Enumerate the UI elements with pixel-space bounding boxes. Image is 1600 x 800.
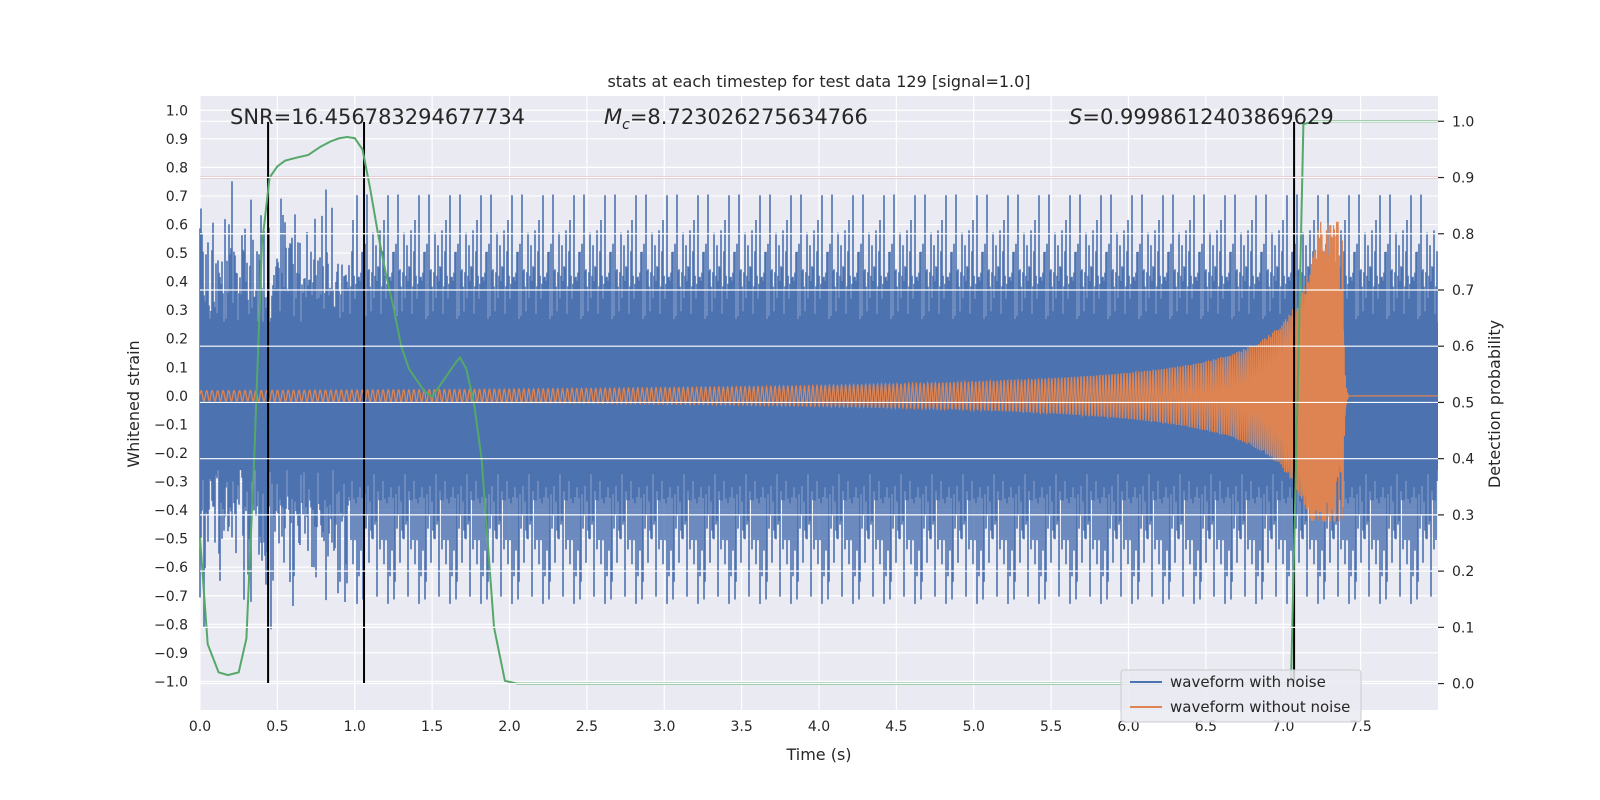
score-value: =0.9998612403869629: [1082, 105, 1333, 129]
y-tick-label: −0.2: [154, 446, 188, 462]
chirp-mass-value: =8.723026275634766: [630, 105, 868, 129]
x-tick-label: 4.0: [808, 719, 830, 735]
legend-label-clean: waveform without noise: [1170, 698, 1350, 716]
x-tick-label: 0.0: [189, 719, 211, 735]
y-tick-label: −0.5: [154, 532, 188, 548]
y-tick-label: 0.1: [166, 360, 188, 376]
x-tick-label: 5.5: [1040, 719, 1062, 735]
right-axis-ticks: 1.0 0.9 0.8 0.7 0.6 0.5 0.4 0.3 0.2 0.1 0.0: [1438, 114, 1474, 693]
y-tick-label: −0.9: [154, 646, 188, 662]
y-tick-label: 0.6: [166, 218, 188, 234]
y-tick-label: 0.2: [166, 332, 188, 348]
score-annotation: S=0.9998612403869629: [1069, 105, 1334, 129]
right-tick-label: 0.0: [1452, 677, 1474, 693]
chirp-mass-symbol: M: [604, 105, 622, 129]
x-tick-label: 6.5: [1195, 719, 1217, 735]
y-tick-label: −0.6: [154, 560, 188, 576]
chart-title: stats at each timestep for test data 129…: [607, 72, 1030, 91]
x-tick-label: 4.5: [885, 719, 907, 735]
legend-box: [1120, 669, 1362, 723]
snr-annotation: SNR=16.456783294677734: [230, 105, 525, 129]
right-tick-label: 0.1: [1452, 620, 1474, 636]
x-tick-label: 5.0: [963, 719, 985, 735]
right-axis-label: Detection probability: [1485, 320, 1504, 488]
right-tick-label: 0.3: [1452, 508, 1474, 524]
y-tick-label: 0.9: [166, 132, 188, 148]
chirp-mass-annotation: Mc=8.723026275634766: [604, 105, 868, 133]
y-tick-label: −0.4: [154, 503, 188, 519]
x-axis-label: Time (s): [785, 745, 851, 764]
right-tick-label: 0.5: [1452, 395, 1474, 411]
x-tick-label: 2.0: [498, 719, 520, 735]
y-tick-label: 1.0: [166, 103, 188, 119]
y-tick-label: 0.7: [166, 189, 188, 205]
right-tick-label: 0.4: [1452, 452, 1474, 468]
right-tick-label: 1.0: [1452, 114, 1474, 130]
y-tick-label: −0.1: [154, 417, 188, 433]
secondary-gridlines: [200, 120, 1438, 685]
right-tick-label: 0.6: [1452, 339, 1474, 355]
y-tick-label: −0.8: [154, 617, 188, 633]
x-tick-label: 7.0: [1272, 719, 1294, 735]
y-tick-label: 0.8: [166, 160, 188, 176]
x-tick-label: 3.0: [653, 719, 675, 735]
y-tick-label: 0.4: [166, 275, 188, 291]
chirp-mass-subscript: c: [622, 117, 630, 133]
x-tick-label: 1.0: [344, 719, 366, 735]
legend: waveform with noise waveform without noi…: [1120, 669, 1362, 723]
y-tick-label: 0.0: [166, 389, 188, 405]
x-tick-label: 2.5: [576, 719, 598, 735]
y-tick-label: 0.3: [166, 303, 188, 319]
x-axis-ticks: 0.0 0.5 1.0 1.5 2.0 2.5 3.0 3.5 4.0 4.5 5.0 5.5 6.0 6…: [189, 719, 1372, 735]
score-symbol: S: [1069, 105, 1082, 129]
right-tick-label: 0.2: [1452, 564, 1474, 580]
x-tick-label: 7.5: [1349, 719, 1371, 735]
y-tick-label: −1.0: [154, 674, 188, 690]
x-tick-label: 1.5: [421, 719, 443, 735]
legend-label-noise: waveform with noise: [1170, 673, 1326, 691]
y-tick-label: 0.5: [166, 246, 188, 262]
right-tick-label: 0.9: [1452, 171, 1474, 187]
right-tick-label: 0.7: [1452, 283, 1474, 299]
y-tick-label: −0.7: [154, 589, 188, 605]
right-tick-label: 0.8: [1452, 227, 1474, 243]
y-axis-label: Whitened strain: [124, 340, 143, 467]
y-tick-label: −0.3: [154, 475, 188, 491]
x-tick-label: 0.5: [266, 719, 288, 735]
x-tick-label: 3.5: [730, 719, 752, 735]
x-tick-label: 6.0: [1117, 719, 1139, 735]
y-axis-ticks: 1.0 0.9 0.8 0.7 0.6 0.5 0.4 0.3 0.2 0.1 0.0 −0.1 −0.…: [154, 103, 188, 690]
